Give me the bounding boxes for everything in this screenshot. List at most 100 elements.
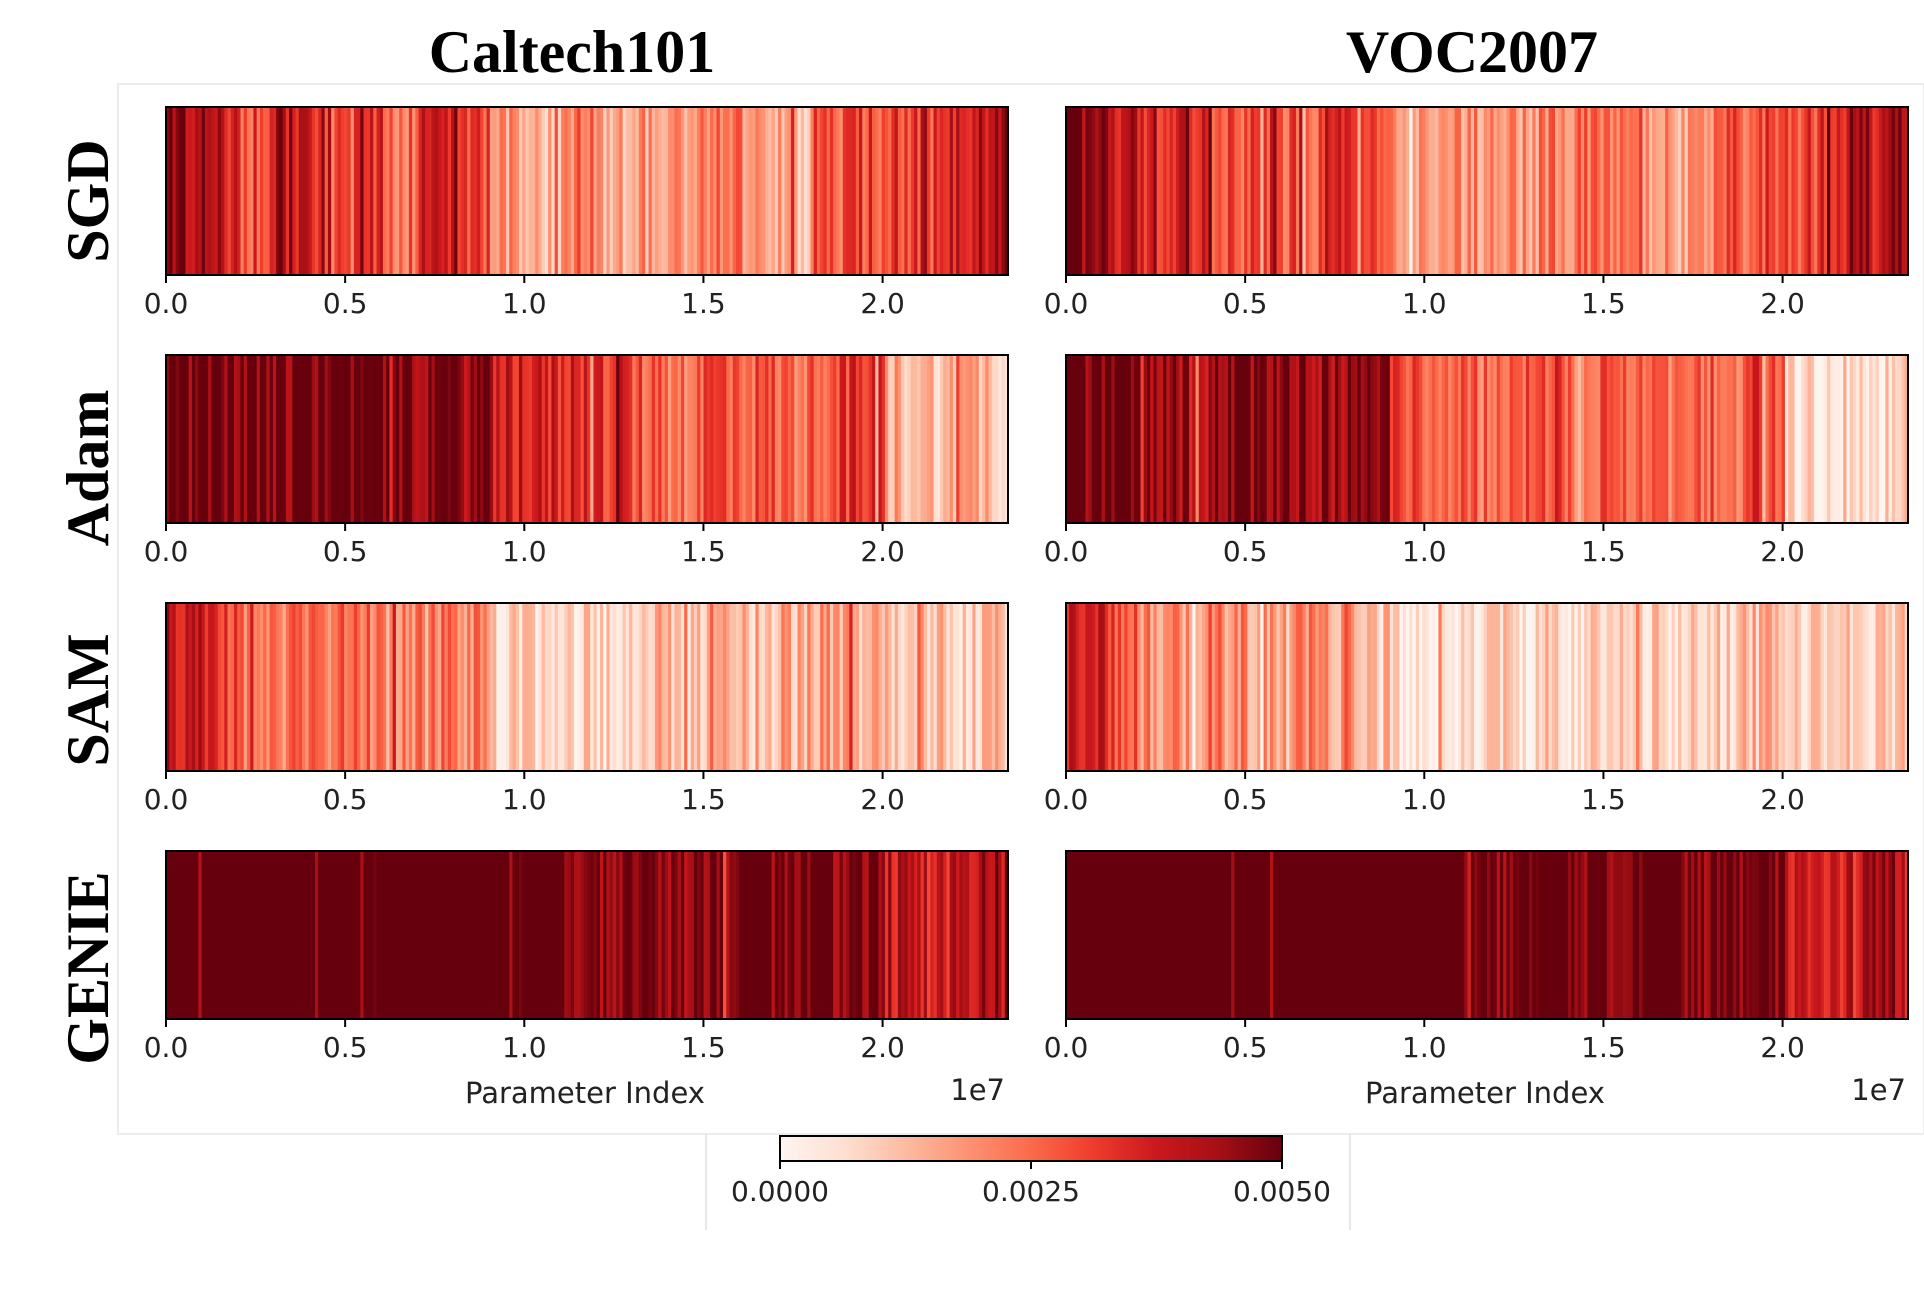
heat-stripe: [246, 603, 251, 771]
heat-stripe: [489, 107, 494, 275]
heat-stripe: [476, 107, 481, 275]
heat-stripe: [914, 603, 918, 771]
heat-stripe: [263, 355, 267, 523]
heat-stripe: [360, 851, 365, 1019]
heat-stripe: [473, 107, 478, 275]
heat-stripe: [518, 355, 523, 523]
heat-stripe: [836, 355, 841, 523]
heat-stripe: [991, 107, 996, 275]
heat-stripe: [1603, 107, 1608, 275]
heat-stripe: [904, 851, 909, 1019]
heat-stripe: [1124, 603, 1129, 771]
heat-stripe: [1480, 851, 1485, 1019]
heat-stripe: [1078, 107, 1083, 275]
heat-stripe: [1134, 355, 1138, 523]
heat-stripe: [211, 355, 216, 523]
heat-stripe: [402, 851, 407, 1019]
heat-stripe: [1499, 851, 1504, 1019]
heat-stripe: [1671, 851, 1676, 1019]
heat-stripe: [208, 107, 212, 275]
heat-stripe: [1282, 355, 1287, 523]
heat-stripe: [1545, 603, 1550, 771]
heat-stripe: [463, 107, 468, 275]
heat-stripe: [1095, 107, 1099, 275]
heat-stripe: [1257, 355, 1261, 523]
heat-stripe: [1629, 851, 1634, 1019]
heat-stripe: [969, 355, 973, 523]
heat-stripe: [1904, 603, 1909, 771]
heat-stripe: [392, 851, 397, 1019]
heat-stripe: [308, 851, 313, 1019]
heat-stripe: [1221, 603, 1226, 771]
x-tick-label: 0.0: [144, 783, 189, 816]
heat-stripe: [697, 107, 701, 275]
heat-stripe: [415, 107, 420, 275]
heat-stripe: [962, 603, 967, 771]
heat-stripe: [813, 603, 818, 771]
heat-stripe: [198, 355, 203, 523]
heat-stripe: [1499, 355, 1504, 523]
heat-stripe: [606, 355, 611, 523]
heat-stripe: [1571, 851, 1576, 1019]
heat-stripe: [884, 107, 889, 275]
heat-stripe: [1231, 603, 1235, 771]
heat-stripe: [1082, 851, 1087, 1019]
heat-stripe: [875, 851, 880, 1019]
heat-stripe: [1412, 851, 1417, 1019]
heat-stripe: [914, 107, 918, 275]
heat-stripe: [642, 851, 646, 1019]
heat-stripe: [502, 603, 507, 771]
heat-stripe: [1593, 851, 1598, 1019]
heat-stripe: [1130, 603, 1135, 771]
heat-stripe: [253, 851, 258, 1019]
x-tick-label: 1.0: [502, 1031, 547, 1064]
heat-stripe: [1289, 107, 1294, 275]
heat-stripe: [347, 851, 352, 1019]
heat-stripe: [998, 107, 1003, 275]
heat-stripe: [1192, 355, 1197, 523]
heat-stripe: [421, 107, 426, 275]
heat-stripe: [1797, 851, 1802, 1019]
heat-stripe: [528, 107, 533, 275]
heat-stripe: [982, 603, 986, 771]
heat-stripe: [340, 851, 345, 1019]
heat-stripe: [1082, 603, 1087, 771]
heat-stripe: [1603, 603, 1608, 771]
heat-stripe: [1163, 355, 1167, 523]
heat-stripe: [852, 603, 857, 771]
heat-stripe: [1189, 851, 1193, 1019]
x-tick-label: 2.0: [860, 1031, 905, 1064]
heat-stripe: [1603, 851, 1608, 1019]
heat-stripe: [1487, 107, 1491, 275]
heat-stripe: [412, 851, 416, 1019]
heat-stripe: [826, 603, 831, 771]
heat-stripe: [1172, 355, 1177, 523]
x-tick-label: 1.5: [1581, 1031, 1626, 1064]
heat-stripe: [1444, 603, 1449, 771]
heat-stripe: [1768, 355, 1773, 523]
heat-stripe: [1729, 603, 1734, 771]
heat-stripe: [587, 107, 591, 275]
heat-stripe: [655, 355, 659, 523]
heat-stripe: [386, 851, 391, 1019]
heat-stripe: [1198, 851, 1203, 1019]
x-tick-label: 1.5: [681, 535, 726, 568]
heat-stripe: [975, 355, 980, 523]
x-tick-label: 1.5: [1581, 535, 1626, 568]
heat-stripe: [1176, 107, 1180, 275]
heat-stripe: [234, 603, 238, 771]
heat-stripe: [803, 851, 808, 1019]
heat-stripe: [1218, 355, 1223, 523]
heat-stripe: [1548, 355, 1553, 523]
heat-stripe: [1237, 851, 1242, 1019]
heat-stripe: [1506, 355, 1511, 523]
heat-stripe: [1085, 603, 1090, 771]
heat-stripe: [833, 851, 837, 1019]
heat-stripe: [1781, 851, 1786, 1019]
heat-stripe: [791, 851, 795, 1019]
heat-stripe: [1461, 851, 1465, 1019]
heat-stripe: [833, 603, 837, 771]
heat-stripe: [1124, 851, 1129, 1019]
heat-stripe: [1108, 355, 1112, 523]
heat-stripe: [638, 107, 643, 275]
